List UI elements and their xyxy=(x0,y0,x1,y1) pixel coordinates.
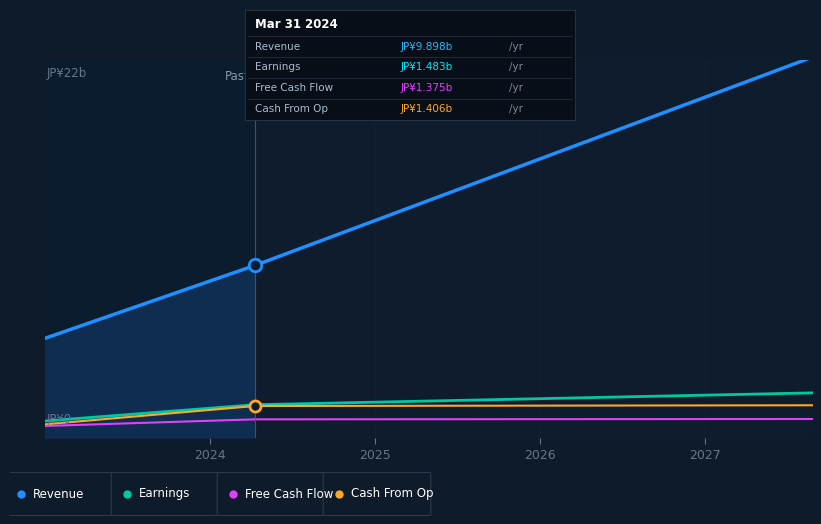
Text: Cash From Op: Cash From Op xyxy=(255,104,328,114)
Text: JP¥1.406b: JP¥1.406b xyxy=(400,104,452,114)
Text: /yr: /yr xyxy=(509,42,523,52)
Text: Past: Past xyxy=(225,70,250,83)
Text: JP¥1.375b: JP¥1.375b xyxy=(400,83,452,93)
Text: /yr: /yr xyxy=(509,83,523,93)
Text: JP¥0: JP¥0 xyxy=(47,413,72,426)
FancyBboxPatch shape xyxy=(111,473,219,516)
Text: Revenue: Revenue xyxy=(33,487,84,500)
Text: Revenue: Revenue xyxy=(255,42,300,52)
Text: Earnings: Earnings xyxy=(139,487,190,500)
Text: Free Cash Flow: Free Cash Flow xyxy=(255,83,333,93)
Text: JP¥1.483b: JP¥1.483b xyxy=(400,62,452,72)
Bar xyxy=(45,60,255,438)
Text: /yr: /yr xyxy=(509,62,523,72)
Text: Analysts Forecasts: Analysts Forecasts xyxy=(259,70,369,83)
FancyBboxPatch shape xyxy=(5,473,112,516)
FancyBboxPatch shape xyxy=(323,473,431,516)
Text: Cash From Op: Cash From Op xyxy=(351,487,433,500)
Text: Free Cash Flow: Free Cash Flow xyxy=(245,487,333,500)
FancyBboxPatch shape xyxy=(218,473,325,516)
Text: JP¥9.898b: JP¥9.898b xyxy=(400,42,452,52)
Text: Mar 31 2024: Mar 31 2024 xyxy=(255,18,337,31)
Text: JP¥22b: JP¥22b xyxy=(47,67,87,80)
Text: Earnings: Earnings xyxy=(255,62,300,72)
Text: /yr: /yr xyxy=(509,104,523,114)
